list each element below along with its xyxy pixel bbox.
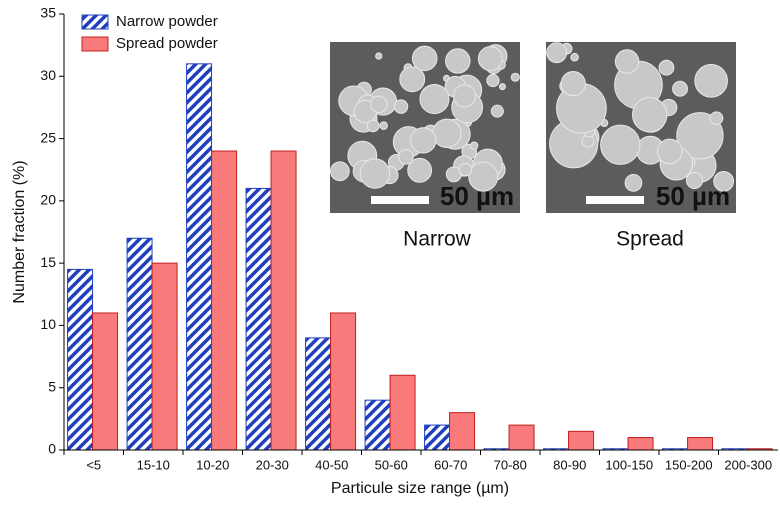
- x-tick-label: 15-10: [137, 457, 170, 472]
- bar: [211, 150, 238, 451]
- bar: [508, 424, 535, 451]
- particle: [375, 52, 383, 60]
- particle: [359, 158, 391, 189]
- x-tick-label: 20-30: [256, 457, 289, 472]
- particle: [560, 70, 586, 97]
- particle: [546, 42, 568, 64]
- particle: [486, 73, 500, 88]
- particle: [393, 99, 409, 114]
- particles: [546, 42, 735, 192]
- x-tick-label: 80-90: [553, 457, 586, 472]
- x-tick-label: 40-50: [315, 457, 348, 472]
- particle: [624, 173, 643, 192]
- particle: [410, 127, 437, 154]
- particle: [658, 59, 675, 76]
- x-tick-label: 70-80: [494, 457, 527, 472]
- y-tick-label: 25: [40, 129, 56, 145]
- particle: [452, 84, 477, 108]
- particle: [370, 95, 388, 113]
- bar: [687, 437, 714, 451]
- particle: [713, 171, 735, 192]
- bar: [330, 312, 357, 451]
- bar: [126, 237, 153, 451]
- y-tick-label: 20: [40, 192, 56, 208]
- particle: [685, 171, 704, 190]
- legend-label: Spread powder: [116, 35, 218, 52]
- bar: [67, 268, 94, 451]
- scale-bar: [586, 196, 644, 204]
- particle: [672, 80, 688, 97]
- particle: [411, 45, 438, 72]
- particle: [398, 149, 414, 165]
- x-tick-label: 10-20: [196, 457, 229, 472]
- particle: [470, 141, 479, 150]
- particle: [477, 46, 503, 72]
- bar: [92, 312, 119, 451]
- particles: [330, 44, 520, 192]
- particle: [330, 161, 350, 182]
- bar: [364, 399, 391, 451]
- particle: [468, 161, 499, 192]
- particle: [498, 83, 506, 91]
- bar: [568, 430, 595, 451]
- particle: [432, 118, 462, 149]
- bar: [270, 150, 297, 451]
- bar: [424, 424, 451, 451]
- inset-label: Spread: [616, 228, 684, 251]
- x-tick-label: 50-60: [375, 457, 408, 472]
- particle: [458, 162, 473, 177]
- particle: [632, 97, 668, 133]
- particle: [709, 111, 724, 126]
- y-tick-label: 10: [40, 316, 56, 332]
- particle: [407, 157, 433, 183]
- particle: [419, 84, 450, 115]
- legend-swatch: [81, 14, 109, 30]
- x-tick-label: 60-70: [434, 457, 467, 472]
- particle: [600, 124, 641, 165]
- particle: [570, 52, 579, 62]
- scale-bar-label: 50 µm: [440, 181, 514, 211]
- bar: [305, 337, 332, 451]
- x-tick-label: 150-200: [665, 457, 713, 472]
- particle: [694, 64, 728, 98]
- bar: [186, 63, 213, 451]
- x-axis-label: Particule size range (µm): [331, 480, 509, 497]
- particle: [676, 112, 724, 160]
- y-tick-label: 5: [48, 378, 56, 394]
- legend-swatch: [81, 36, 109, 52]
- inset-label: Narrow: [403, 228, 472, 251]
- particle: [490, 104, 504, 118]
- particle: [399, 66, 426, 93]
- inset-narrow: 50 µm Narrow: [330, 42, 520, 251]
- bar: [151, 262, 178, 451]
- x-tick-label: 200-300: [724, 457, 772, 472]
- y-tick-label: 30: [40, 67, 56, 83]
- scale-bar-label: 50 µm: [656, 181, 730, 211]
- x-tick-label: <5: [86, 457, 101, 472]
- x-tick-label: 100-150: [605, 457, 653, 472]
- y-tick-label: 0: [48, 441, 56, 457]
- bar: [449, 412, 476, 451]
- bar: [389, 374, 416, 451]
- particle: [379, 121, 388, 130]
- particle: [614, 49, 640, 74]
- scale-bar: [371, 196, 429, 204]
- particle: [656, 138, 683, 165]
- particle: [510, 72, 520, 82]
- y-tick-label: 35: [40, 5, 56, 21]
- particle: [366, 119, 380, 133]
- y-tick-label: 15: [40, 254, 56, 270]
- bar: [627, 437, 654, 451]
- bar: [245, 187, 272, 451]
- inset-spread: 50 µm Spread: [546, 42, 736, 251]
- y-axis-label: Number fraction (%): [11, 160, 28, 303]
- legend-label: Narrow powder: [116, 13, 218, 30]
- particle: [445, 48, 471, 74]
